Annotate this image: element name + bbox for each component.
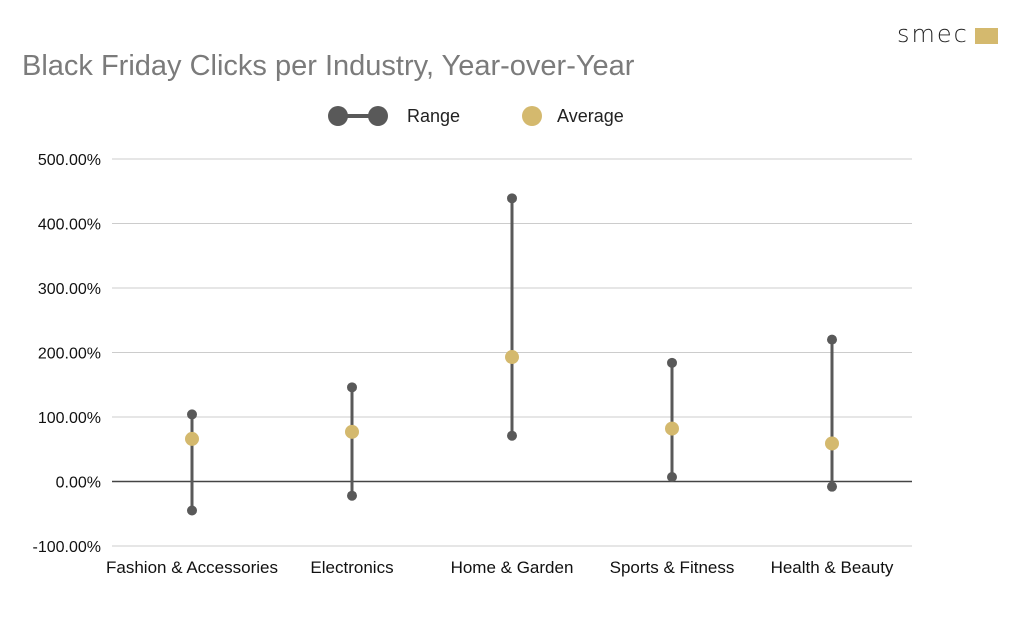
legend-average-icon [522, 106, 543, 126]
range-min-point [507, 430, 517, 441]
average-point [505, 350, 519, 365]
average-point [665, 421, 679, 436]
legend-range-label: Range [407, 105, 461, 126]
y-tick-label: 100.00% [38, 410, 101, 427]
chart-legend: Range Average [327, 104, 624, 128]
legend-range-icon [328, 106, 388, 126]
range-max-point [507, 193, 517, 204]
y-tick-label: 0.00% [56, 475, 101, 492]
x-category-label: Sports & Fitness [610, 558, 735, 577]
range-min-point [347, 490, 357, 501]
legend-item-range: Range [327, 104, 460, 128]
range-min-point [667, 471, 677, 482]
average-point [185, 431, 199, 446]
brand-name: smec [897, 20, 969, 48]
average-point [345, 424, 359, 439]
chart-title: Black Friday Clicks per Industry, Year-o… [22, 50, 635, 82]
y-tick-label: 400.00% [38, 217, 101, 234]
range-min-point [187, 505, 197, 516]
y-tick-label: -100.00% [33, 539, 102, 556]
average-point [825, 436, 839, 451]
range-min-point [827, 481, 837, 492]
legend-item-average: Average [460, 106, 624, 127]
x-category-label: Health & Beauty [771, 558, 894, 577]
range-max-point [347, 382, 357, 393]
x-category-label: Fashion & Accessories [106, 558, 278, 577]
x-category-label: Electronics [310, 558, 393, 577]
range-max-point [827, 334, 837, 345]
range-max-point [667, 357, 677, 368]
range-max-point [187, 409, 197, 420]
legend-average-label: Average [557, 105, 624, 126]
y-tick-label: 500.00% [38, 152, 101, 169]
y-tick-label: 200.00% [38, 346, 101, 363]
x-category-label: Home & Garden [451, 558, 574, 577]
brand-square-icon [974, 27, 998, 44]
brand-logo: smec [897, 20, 998, 48]
y-tick-label: 300.00% [38, 281, 101, 298]
